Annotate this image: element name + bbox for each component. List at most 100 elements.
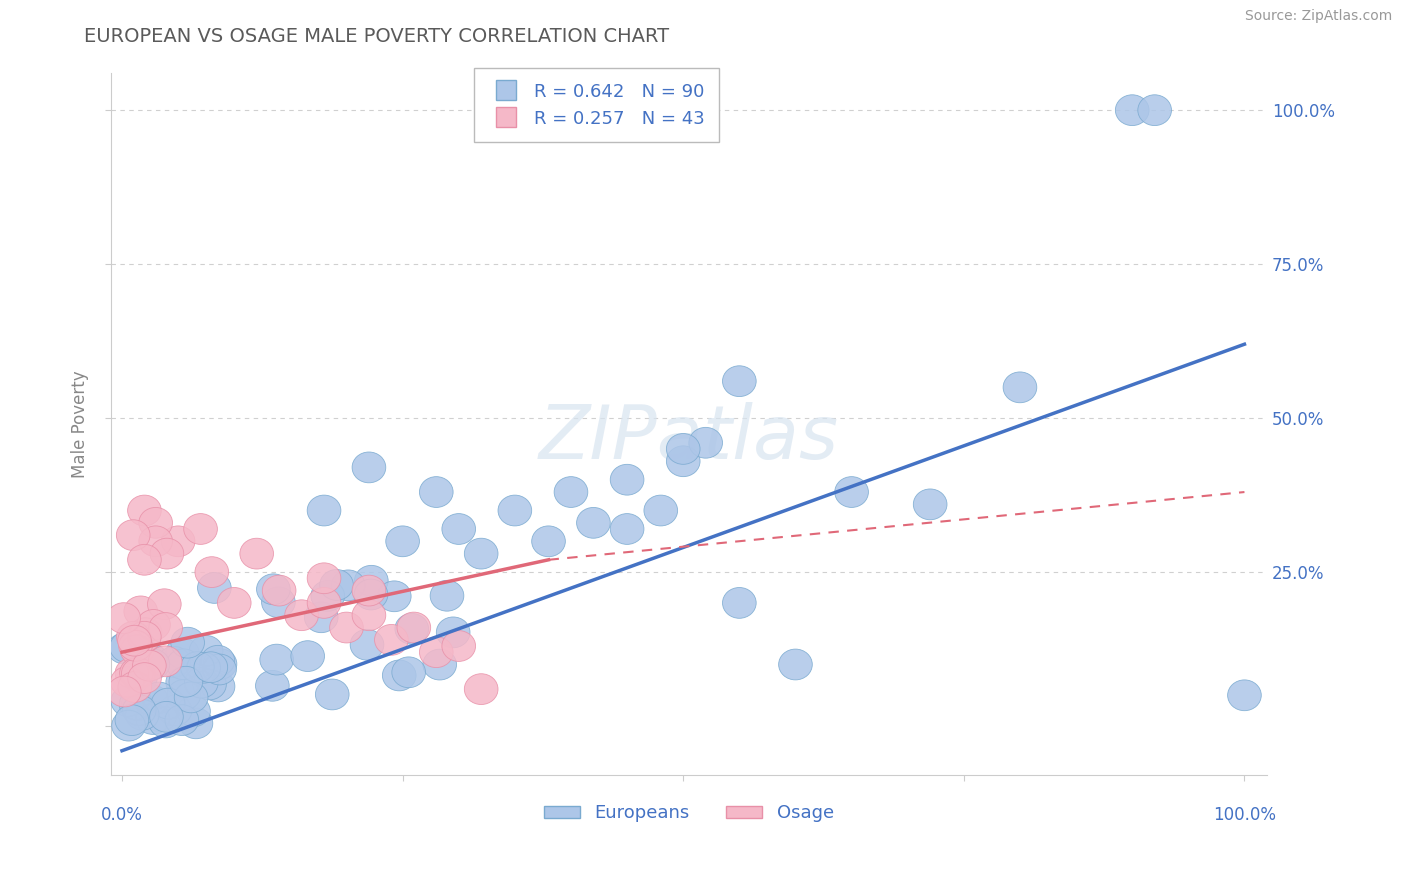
Ellipse shape [152, 689, 186, 719]
Ellipse shape [202, 648, 236, 680]
Ellipse shape [177, 696, 211, 727]
Ellipse shape [128, 495, 162, 526]
Ellipse shape [107, 633, 141, 664]
Ellipse shape [723, 588, 756, 618]
Ellipse shape [256, 671, 290, 701]
Ellipse shape [644, 495, 678, 526]
Ellipse shape [115, 657, 149, 689]
Legend: R = 0.642   N = 90, R = 0.257   N = 43: R = 0.642 N = 90, R = 0.257 N = 43 [474, 68, 718, 142]
Ellipse shape [107, 603, 141, 633]
Ellipse shape [385, 526, 419, 557]
Ellipse shape [218, 588, 252, 618]
Ellipse shape [125, 699, 159, 731]
Ellipse shape [121, 690, 155, 721]
Ellipse shape [307, 588, 340, 618]
Ellipse shape [179, 708, 212, 739]
Ellipse shape [441, 514, 475, 544]
Ellipse shape [441, 631, 475, 661]
Ellipse shape [187, 652, 221, 683]
Ellipse shape [419, 476, 453, 508]
Ellipse shape [395, 614, 429, 644]
Ellipse shape [132, 650, 166, 681]
Ellipse shape [436, 617, 470, 648]
Ellipse shape [124, 663, 157, 694]
Ellipse shape [464, 538, 498, 569]
Ellipse shape [554, 476, 588, 508]
Ellipse shape [352, 575, 385, 606]
Ellipse shape [122, 695, 156, 725]
Ellipse shape [174, 682, 208, 713]
Ellipse shape [117, 622, 150, 652]
Ellipse shape [115, 705, 149, 736]
Ellipse shape [121, 635, 155, 665]
Ellipse shape [354, 579, 388, 610]
Ellipse shape [135, 644, 169, 675]
Ellipse shape [377, 581, 411, 612]
Ellipse shape [260, 644, 294, 675]
Ellipse shape [350, 630, 384, 660]
Ellipse shape [121, 657, 155, 689]
Ellipse shape [166, 638, 200, 669]
Ellipse shape [127, 639, 160, 670]
Ellipse shape [149, 613, 183, 643]
Ellipse shape [193, 669, 226, 700]
Ellipse shape [121, 658, 155, 689]
Ellipse shape [315, 679, 349, 710]
Text: 100.0%: 100.0% [1213, 806, 1277, 824]
Ellipse shape [128, 663, 162, 693]
Ellipse shape [180, 652, 214, 682]
Ellipse shape [1137, 95, 1171, 126]
Ellipse shape [118, 672, 152, 702]
Ellipse shape [162, 526, 195, 557]
Ellipse shape [354, 566, 388, 596]
Ellipse shape [396, 612, 430, 643]
Ellipse shape [1227, 680, 1261, 711]
Ellipse shape [256, 574, 290, 605]
Ellipse shape [120, 689, 153, 720]
Ellipse shape [149, 646, 181, 677]
Ellipse shape [319, 569, 353, 600]
Ellipse shape [285, 599, 318, 631]
Ellipse shape [531, 526, 565, 557]
Ellipse shape [666, 434, 700, 465]
Ellipse shape [150, 538, 184, 569]
Ellipse shape [263, 575, 297, 606]
Ellipse shape [190, 635, 224, 666]
Ellipse shape [392, 657, 426, 688]
Ellipse shape [111, 686, 145, 716]
Text: 0.0%: 0.0% [101, 806, 143, 824]
Ellipse shape [689, 427, 723, 458]
Ellipse shape [1115, 95, 1149, 126]
Ellipse shape [157, 647, 191, 677]
Ellipse shape [135, 685, 169, 715]
Ellipse shape [143, 701, 177, 731]
Ellipse shape [124, 637, 157, 668]
Ellipse shape [307, 495, 340, 526]
Text: ZIPatlas: ZIPatlas [538, 402, 839, 475]
Ellipse shape [240, 538, 274, 569]
Ellipse shape [382, 660, 416, 690]
Ellipse shape [170, 627, 204, 658]
Ellipse shape [184, 667, 218, 698]
Ellipse shape [311, 581, 344, 611]
Ellipse shape [464, 673, 498, 705]
Ellipse shape [142, 682, 176, 713]
Ellipse shape [498, 495, 531, 526]
Text: EUROPEAN VS OSAGE MALE POVERTY CORRELATION CHART: EUROPEAN VS OSAGE MALE POVERTY CORRELATI… [84, 27, 669, 45]
Ellipse shape [779, 649, 813, 680]
Ellipse shape [610, 465, 644, 495]
Ellipse shape [139, 508, 173, 538]
Ellipse shape [149, 701, 183, 732]
Ellipse shape [124, 596, 157, 627]
Ellipse shape [118, 625, 152, 657]
Text: Source: ZipAtlas.com: Source: ZipAtlas.com [1244, 9, 1392, 23]
Ellipse shape [136, 704, 170, 734]
Ellipse shape [374, 624, 408, 656]
Ellipse shape [723, 366, 756, 397]
Ellipse shape [262, 587, 295, 617]
Ellipse shape [202, 654, 236, 685]
Ellipse shape [111, 710, 145, 741]
Ellipse shape [576, 508, 610, 538]
Ellipse shape [167, 680, 201, 710]
Ellipse shape [610, 514, 644, 544]
